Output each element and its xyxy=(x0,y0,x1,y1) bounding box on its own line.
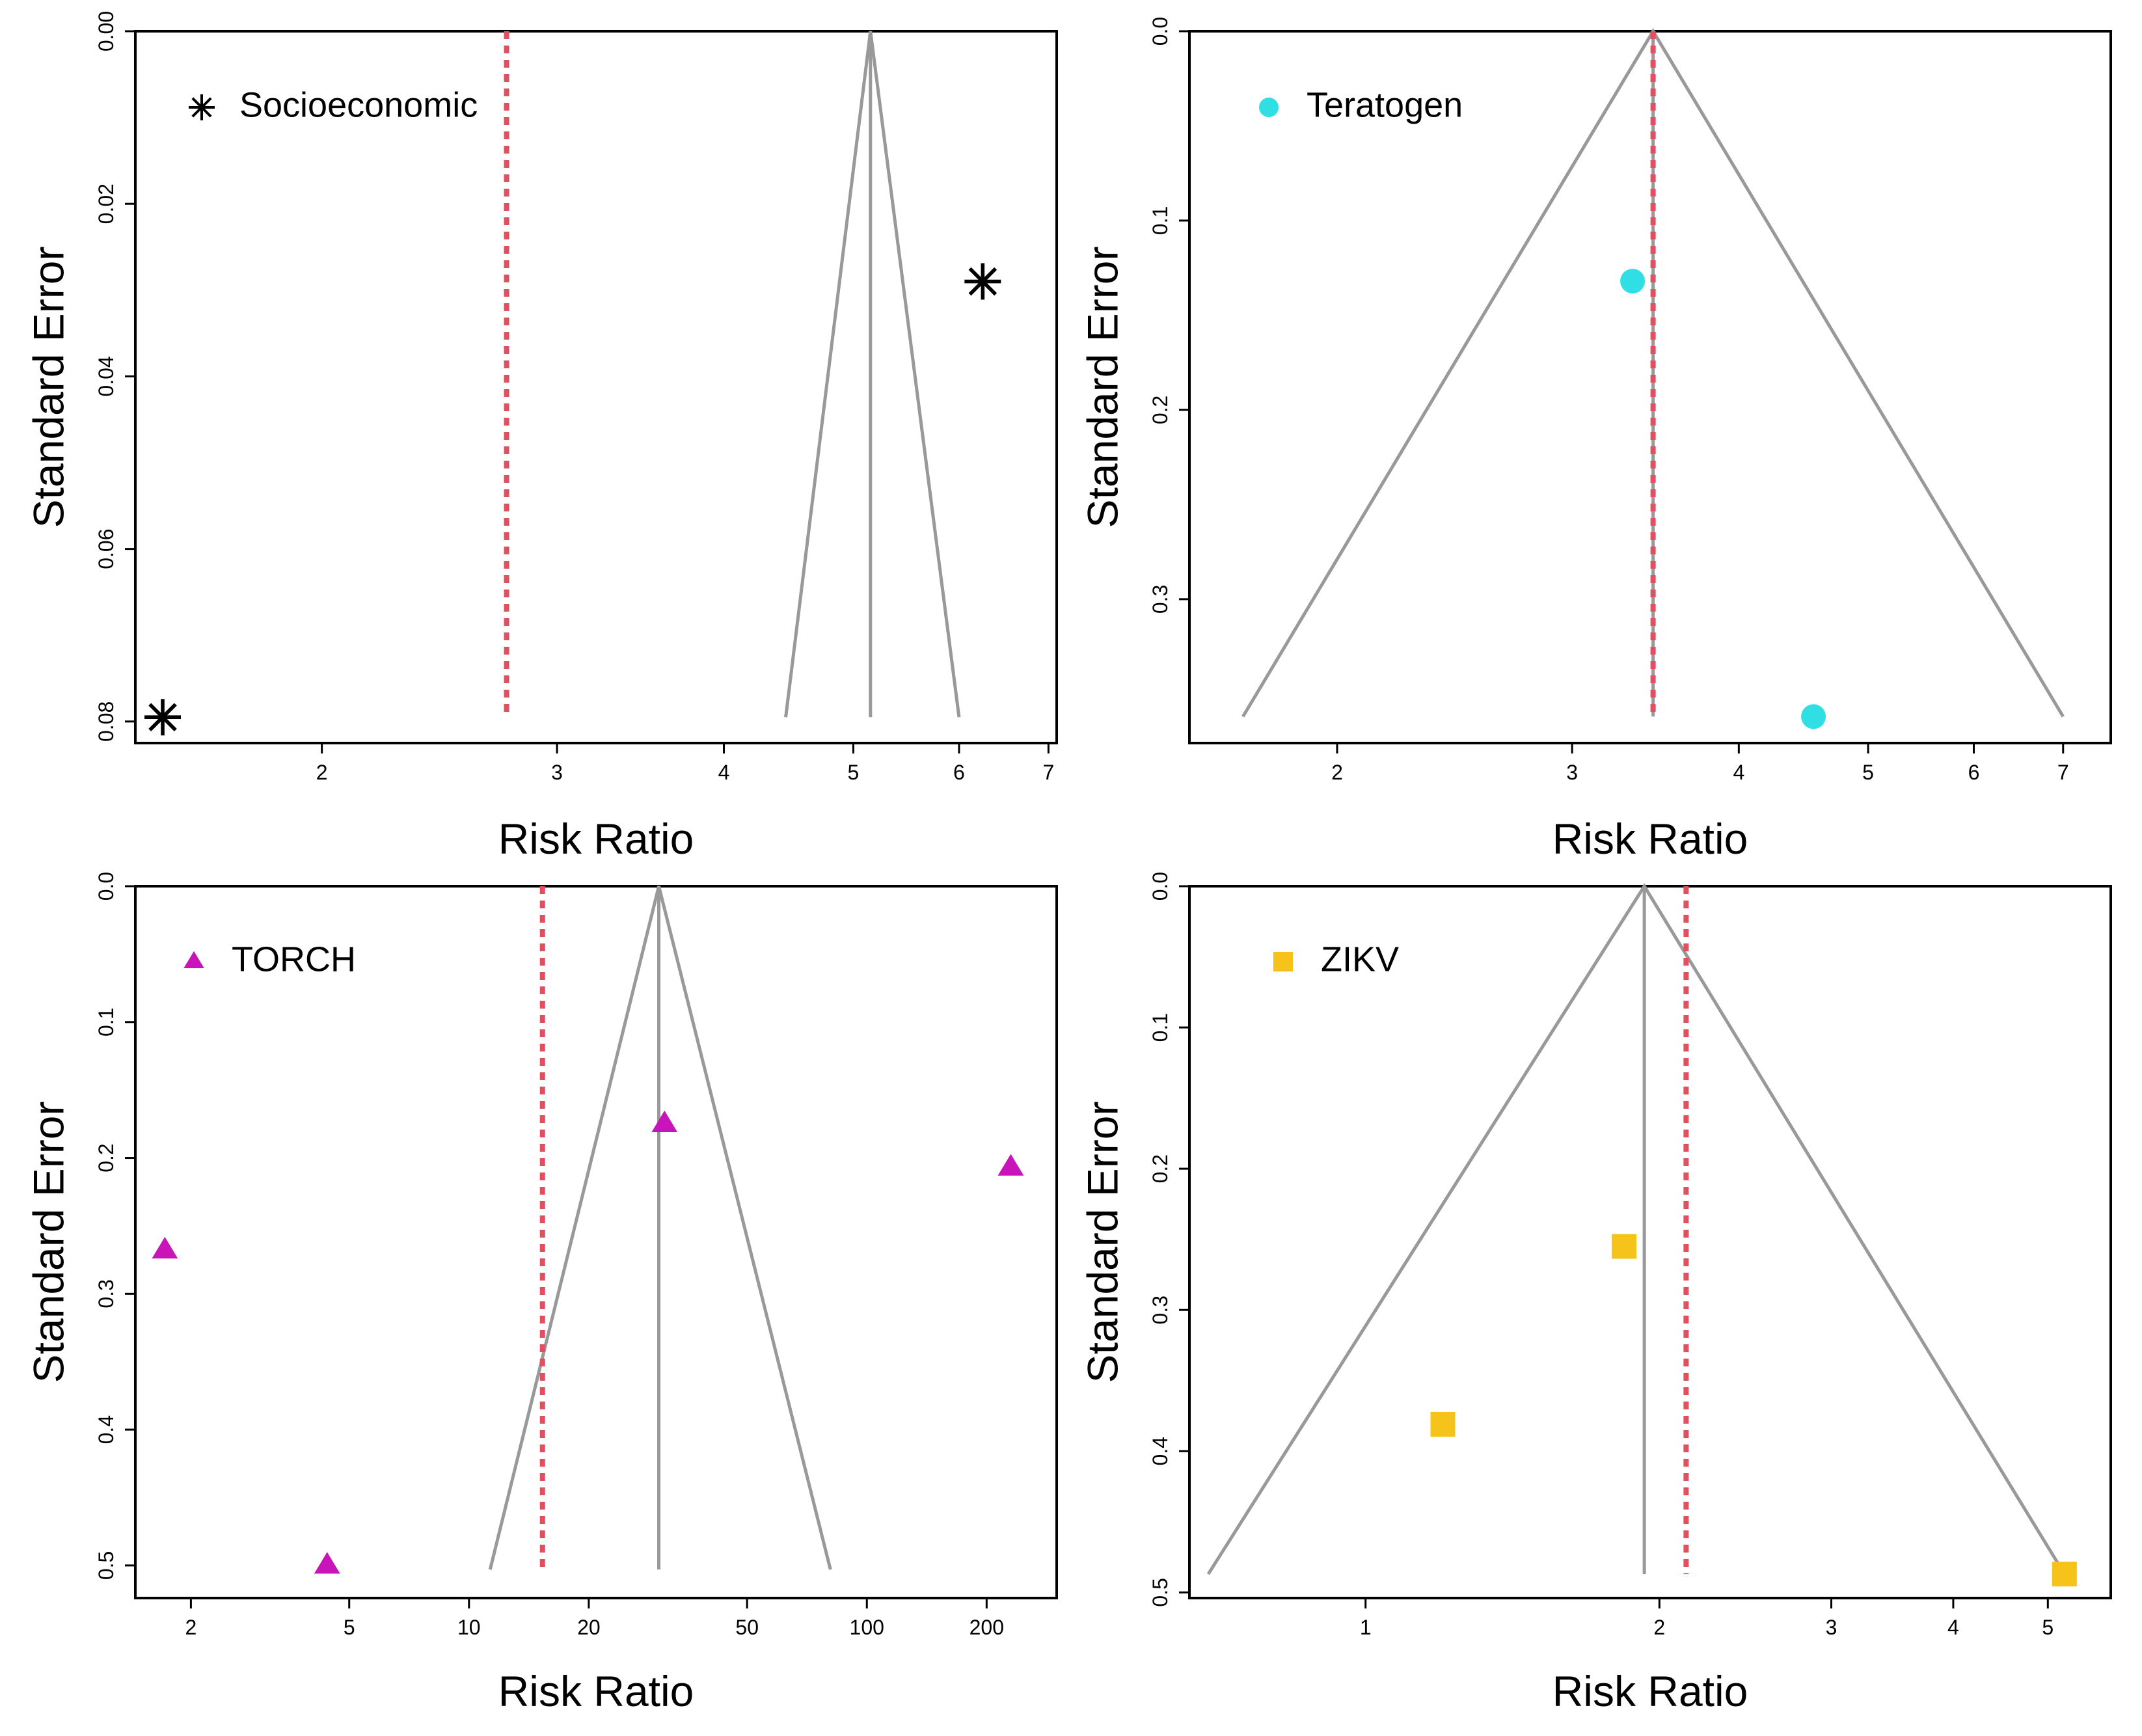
legend-marker xyxy=(189,94,215,120)
funnel-panel-2: 2 3 4 5 6 7 0.0 0.1 0.2 0.3 Risk Ratio Standard Err… xyxy=(1078,17,2112,863)
data-point xyxy=(651,1110,678,1132)
y-tick-label: 0.04 xyxy=(94,356,118,396)
x-tick-label: 4 xyxy=(1947,1616,1959,1639)
legend: Teratogen xyxy=(1259,85,1463,124)
y-tick-label: 0.00 xyxy=(94,11,118,51)
x-axis-title: Risk Ratio xyxy=(1552,1667,1748,1715)
x-tick-label: 1 xyxy=(1360,1616,1372,1639)
x-tick-label: 10 xyxy=(457,1616,481,1639)
y-tick-label: 0.2 xyxy=(94,1143,118,1172)
x-tick-label: 5 xyxy=(1862,761,1874,784)
data-point xyxy=(314,1552,340,1574)
y-tick-label: 0.08 xyxy=(94,701,118,742)
data-point xyxy=(1611,1234,1636,1259)
legend: Socioeconomic xyxy=(189,85,478,124)
funnel-outline xyxy=(1206,883,2066,1575)
funnel-outline xyxy=(784,31,961,718)
x-axis: 2 3 4 5 6 7 xyxy=(316,743,1054,784)
data-point xyxy=(997,1154,1024,1176)
y-tick-label: 0.2 xyxy=(1148,396,1172,424)
asterisk-stroke xyxy=(148,703,177,731)
y-tick-label: 0.5 xyxy=(94,1551,118,1580)
x-tick-label: 200 xyxy=(969,1616,1004,1639)
y-tick-label: 0.02 xyxy=(94,183,118,224)
data-point xyxy=(1801,704,1826,729)
y-tick-label: 0.1 xyxy=(94,1008,118,1037)
plot-frame xyxy=(1188,30,2112,744)
legend-label: Teratogen xyxy=(1307,85,1463,124)
asterisk-stroke xyxy=(191,97,212,118)
x-tick-label: 4 xyxy=(718,761,730,784)
plot-frame xyxy=(1188,885,2112,1599)
x-tick-label: 5 xyxy=(344,1616,355,1639)
x-tick-label: 7 xyxy=(1042,761,1054,784)
y-axis: 0.0 0.1 0.2 0.3 0.4 0.5 xyxy=(1148,872,1189,1607)
x-tick-label: 7 xyxy=(2057,761,2069,784)
x-axis-title: Risk Ratio xyxy=(498,815,694,863)
x-tick-label: 6 xyxy=(953,761,965,784)
x-tick-label: 2 xyxy=(1331,761,1343,784)
data-point xyxy=(1430,1412,1456,1437)
funnel-panel-1: 2 3 4 5 6 7 0.00 0.02 0.04 0.06 0.08 Risk Ratio Stan… xyxy=(24,11,1058,863)
funnel-panel-3: 2 5 10 20 50 100 200 0.0 0.1 0.2 0.3 0.4 0.5 Risk Rat… xyxy=(24,872,1058,1715)
y-tick-label: 0.0 xyxy=(1148,872,1172,901)
y-tick-label: 0.4 xyxy=(94,1415,118,1444)
y-axis: 0.00 0.02 0.04 0.06 0.08 xyxy=(94,11,135,742)
x-tick-label: 2 xyxy=(185,1616,197,1639)
y-tick-label: 0.1 xyxy=(1148,206,1172,235)
y-axis-title: Standard Error xyxy=(24,247,72,528)
legend-label: TORCH xyxy=(232,940,356,979)
y-tick-label: 0.0 xyxy=(94,872,118,901)
data-point xyxy=(144,699,182,736)
legend: ZIKV xyxy=(1273,940,1399,979)
data-point xyxy=(964,263,1001,300)
data-point xyxy=(2052,1562,2077,1587)
funnel-panel-4: 1 2 3 4 5 0.0 0.1 0.2 0.3 0.4 0.5 Risk Ratio Standar… xyxy=(1078,872,2112,1715)
y-tick-label: 0.06 xyxy=(94,528,118,569)
y-tick-label: 0.3 xyxy=(1148,1295,1172,1324)
x-axis: 2 3 4 5 6 7 xyxy=(1331,743,2069,784)
plot-frame xyxy=(134,30,1058,744)
y-tick-label: 0.4 xyxy=(1148,1437,1172,1465)
y-axis: 0.0 0.1 0.2 0.3 xyxy=(1148,17,1189,614)
x-tick-label: 5 xyxy=(848,761,860,784)
x-axis-title: Risk Ratio xyxy=(498,1667,694,1715)
legend-label: ZIKV xyxy=(1321,940,1399,979)
x-axis: 1 2 3 4 5 xyxy=(1360,1598,2054,1639)
asterisk-stroke xyxy=(968,267,997,296)
data-point xyxy=(152,1236,178,1259)
y-axis-title: Standard Error xyxy=(1078,247,1126,528)
x-tick-label: 3 xyxy=(551,761,563,784)
y-tick-label: 0.2 xyxy=(1148,1154,1172,1183)
x-tick-label: 3 xyxy=(1826,1616,1837,1639)
y-tick-label: 0.1 xyxy=(1148,1013,1172,1042)
legend: TORCH xyxy=(183,940,356,979)
y-tick-label: 0.3 xyxy=(1148,585,1172,614)
x-tick-label: 6 xyxy=(1968,761,1980,784)
x-tick-label: 2 xyxy=(316,761,328,784)
legend-label: Socioeconomic xyxy=(239,85,478,124)
x-tick-label: 2 xyxy=(1653,1616,1665,1639)
y-axis: 0.0 0.1 0.2 0.3 0.4 0.5 xyxy=(94,872,135,1580)
y-tick-label: 0.3 xyxy=(94,1279,118,1308)
legend-marker xyxy=(1273,952,1293,971)
x-tick-label: 5 xyxy=(2042,1616,2054,1639)
y-tick-label: 0.0 xyxy=(1148,17,1172,46)
x-tick-label: 20 xyxy=(577,1616,601,1639)
legend-marker xyxy=(183,951,204,968)
y-axis-title: Standard Error xyxy=(24,1102,72,1383)
legend-marker xyxy=(1259,98,1279,117)
x-tick-label: 100 xyxy=(850,1616,884,1639)
y-tick-label: 0.5 xyxy=(1148,1578,1172,1607)
x-axis-title: Risk Ratio xyxy=(1552,815,1748,863)
x-tick-label: 4 xyxy=(1733,761,1744,784)
y-axis-title: Standard Error xyxy=(1078,1102,1126,1383)
plot-frame xyxy=(134,885,1058,1599)
x-axis: 2 5 10 20 50 100 200 xyxy=(185,1598,1004,1639)
data-point xyxy=(1620,269,1646,294)
x-tick-label: 3 xyxy=(1566,761,1578,784)
x-tick-label: 50 xyxy=(735,1616,759,1639)
